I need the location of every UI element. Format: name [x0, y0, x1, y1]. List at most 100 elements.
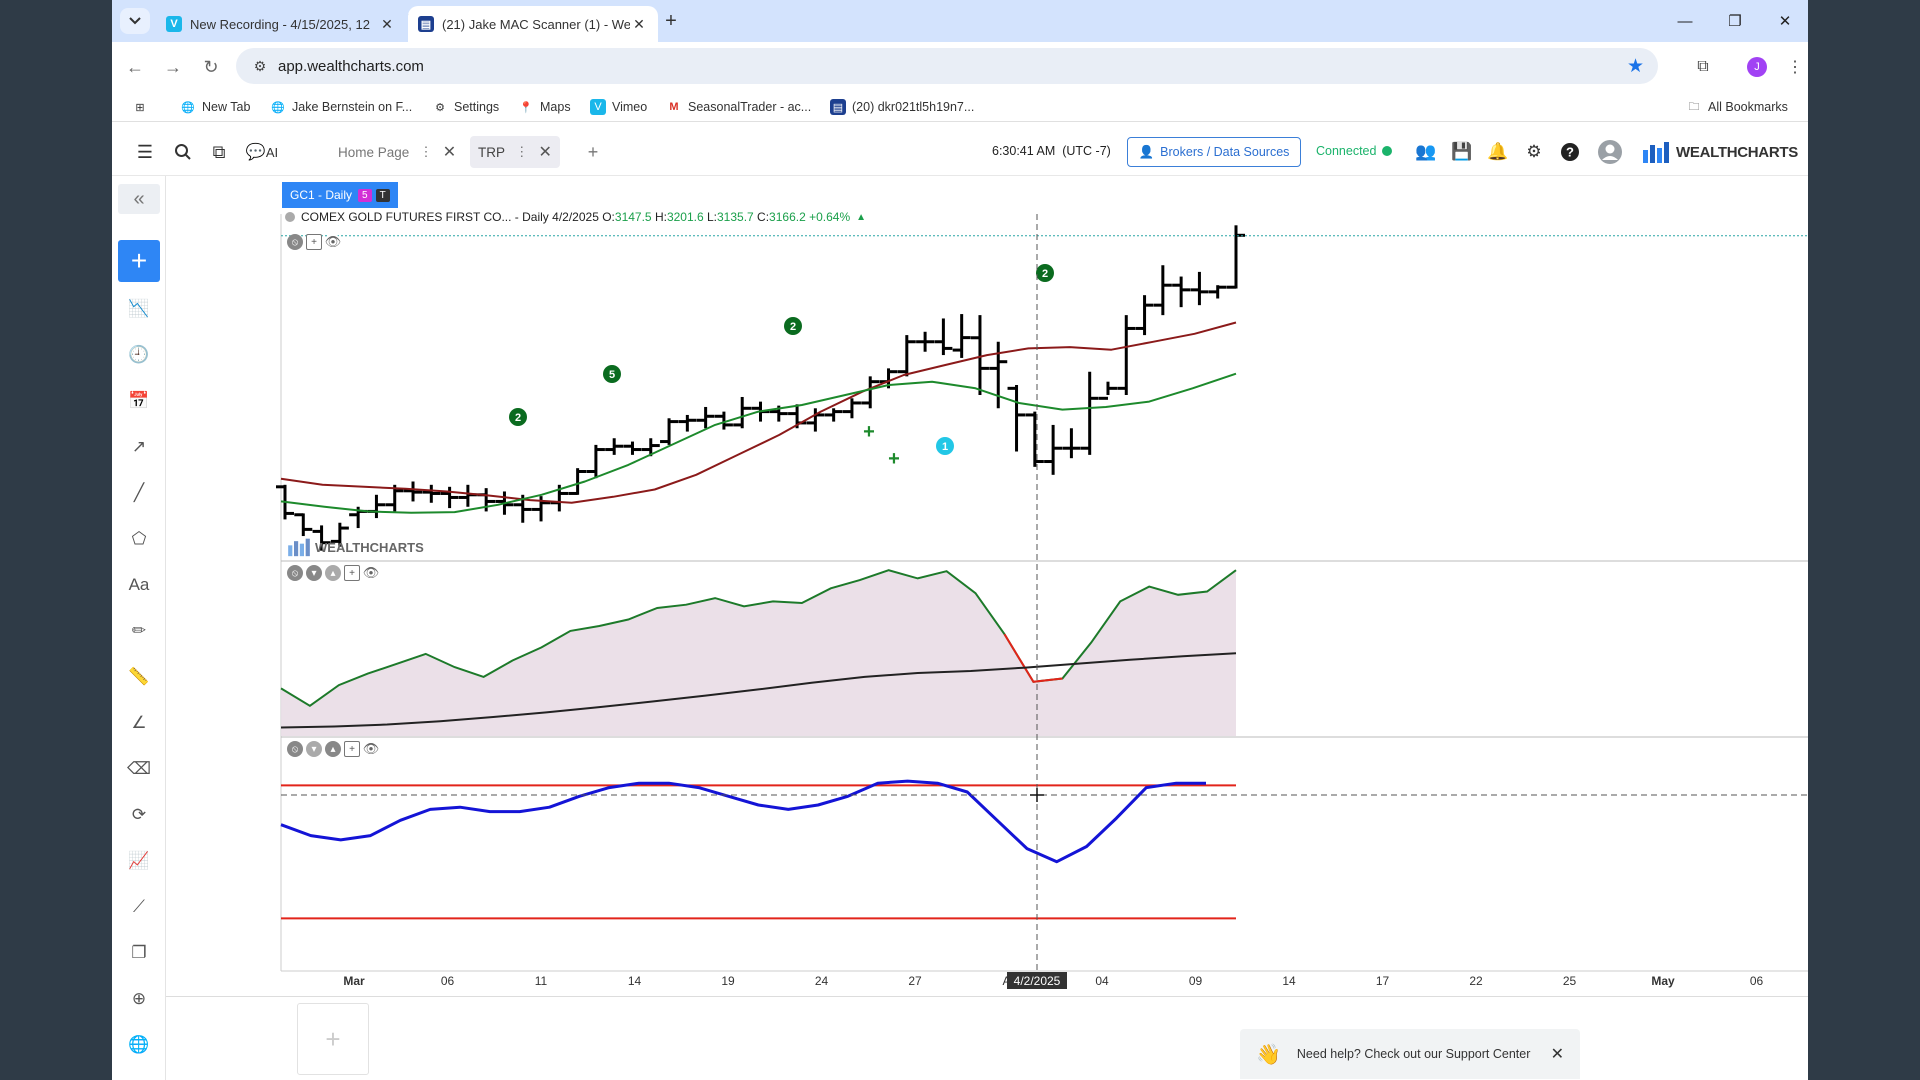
line-tool-icon[interactable]: ╱ — [133, 483, 145, 502]
close-tab-icon[interactable]: ✕ — [442, 144, 457, 161]
text-tool-icon[interactable]: Aa — [128, 575, 150, 594]
move-up-icon[interactable]: ▴ — [325, 741, 341, 757]
angle-tool-icon[interactable]: ∠ — [131, 713, 147, 732]
all-bookmarks-button[interactable]: 🗀 All Bookmarks — [1686, 98, 1788, 116]
bookmark-vimeo[interactable]: V Vimeo — [590, 98, 647, 116]
ai-chat-icon[interactable]: 💬 AI — [245, 144, 279, 161]
add-tab-button[interactable]: + — [587, 141, 599, 162]
add-indicator-icon[interactable]: + — [344, 741, 360, 757]
ohlc-bar — [367, 494, 386, 519]
calendar-icon[interactable]: 📅 — [128, 391, 150, 410]
oscillator-line — [280, 779, 1206, 864]
minimize-button[interactable]: — — [1677, 12, 1693, 30]
move-down-icon[interactable]: ▾ — [306, 565, 322, 581]
symbol-tag[interactable]: GC1 - Daily 5 T — [282, 182, 398, 208]
tab-options-icon[interactable]: ⋮ — [419, 144, 433, 159]
hamburger-menu-icon[interactable]: ☰ — [136, 141, 154, 162]
bookmark-maps[interactable]: 📍 Maps — [519, 100, 571, 114]
brokers-data-sources-button[interactable]: 👤 Brokers / Data Sources — [1127, 137, 1301, 167]
ohlc-legend: COMEX GOLD FUTURES FIRST CO... - Daily 4… — [285, 210, 866, 224]
gear-icon[interactable]: ⚙ — [1526, 142, 1542, 161]
tab-options-icon[interactable]: ⋮ — [515, 144, 529, 159]
extensions-icon[interactable]: ⧉ — [1697, 58, 1709, 75]
eye-icon[interactable]: 👁 — [324, 234, 342, 250]
globe-icon[interactable]: 🌐 — [128, 1035, 150, 1054]
chart-canvas[interactable]: 3300.03250.03200.03150.03100.03050.03000… — [166, 176, 1808, 996]
address-bar[interactable]: ⚙ app.wealthcharts.com ★ — [236, 48, 1658, 84]
x-tick-label: 24 — [815, 974, 829, 988]
ohlc-bar — [440, 486, 459, 509]
settings-icon[interactable]: ⦸ — [287, 741, 303, 757]
settings-icon[interactable]: ⦸ — [287, 565, 303, 581]
help-icon[interactable]: ? — [1558, 141, 1582, 163]
bookmark-dkr[interactable]: ▤ (20) dkr021tl5h19n7... — [830, 98, 974, 116]
move-down-icon[interactable]: ▾ — [306, 741, 322, 757]
add-button[interactable]: + — [118, 240, 160, 282]
close-tab-icon[interactable]: ✕ — [538, 144, 552, 161]
close-window-button[interactable]: ✕ — [1778, 13, 1792, 30]
add-panel-button[interactable]: + — [297, 1003, 369, 1075]
site-info-icon[interactable]: ⚙ — [253, 57, 267, 74]
eye-icon[interactable]: 👁 — [362, 741, 380, 757]
user-avatar-icon[interactable] — [1596, 140, 1624, 164]
layouts-icon[interactable]: ⧉ — [212, 141, 226, 162]
clock-icon[interactable]: 🕘 — [128, 345, 150, 364]
chart-area[interactable]: 3300.03250.03200.03150.03100.03050.03000… — [166, 176, 1808, 996]
tab-wealthcharts-scanner[interactable]: ▤ (21) Jake MAC Scanner (1) - We ✕ — [408, 6, 658, 42]
bookmark-new-tab[interactable]: 🌐 New Tab — [181, 100, 251, 114]
pencil-icon[interactable]: ✏ — [131, 621, 147, 640]
bookmark-seasonaltrader[interactable]: M SeasonalTrader - ac... — [666, 98, 811, 116]
bookmark-star-icon[interactable]: ★ — [1626, 56, 1644, 77]
url-text: app.wealthcharts.com — [278, 57, 424, 75]
node-path-icon[interactable]: ⟋ — [133, 897, 145, 916]
tab-home-page[interactable]: Home Page ⋮ ✕ — [338, 144, 457, 161]
wealthcharts-logo-icon — [1643, 142, 1669, 163]
ohlc-bar — [1227, 225, 1245, 289]
add-indicator-icon[interactable]: + — [344, 565, 360, 581]
shapes-icon[interactable]: ⬠ — [131, 529, 147, 548]
save-icon[interactable]: 💾 — [1451, 142, 1473, 161]
forward-button[interactable]: → — [164, 56, 182, 77]
settings-icon[interactable]: ⦸ — [287, 234, 303, 250]
refresh-icon[interactable]: ⟳ — [131, 805, 147, 824]
profile-avatar[interactable]: J — [1747, 57, 1767, 77]
x-tick-label: 27 — [908, 974, 922, 988]
bookmark-settings[interactable]: ⚙ Settings — [432, 98, 499, 116]
eraser-icon[interactable]: ⌫ — [126, 759, 152, 778]
vimeo-icon: V — [166, 16, 182, 32]
close-tab-icon[interactable]: ✕ — [633, 15, 645, 32]
chevron-down-icon — [129, 17, 141, 25]
bell-icon[interactable]: 🔔 — [1487, 142, 1509, 161]
add-indicator-icon[interactable]: + — [306, 234, 322, 250]
back-button[interactable]: ← — [126, 56, 144, 77]
tab-search-button[interactable] — [120, 8, 150, 34]
eye-icon[interactable]: 👁 — [362, 565, 380, 581]
chart-type-icon[interactable]: 📉 — [128, 299, 150, 318]
reload-button[interactable]: ↻ — [203, 56, 219, 77]
move-up-icon[interactable]: ▴ — [325, 565, 341, 581]
ruler-icon[interactable]: 📏 — [128, 667, 150, 686]
bookmarks-bar: ⊞ 🌐 New Tab 🌐 Jake Bernstein on F... ⚙ S… — [112, 92, 1808, 122]
collapse-sidebar-button[interactable]: « — [118, 184, 160, 214]
crosshair-cursor-icon — [1030, 788, 1044, 803]
tab-vimeo-recording[interactable]: V New Recording - 4/15/2025, 12 ✕ — [156, 6, 406, 42]
apps-grid-icon[interactable]: ⊞ — [135, 101, 145, 114]
menu-kebab-icon[interactable]: ⋮ — [1787, 59, 1803, 76]
new-tab-button[interactable]: + — [665, 9, 677, 32]
line-chart-icon[interactable]: 📈 — [128, 851, 150, 870]
tab-trp[interactable]: TRP ⋮ ✕ — [470, 136, 560, 168]
support-banner: 👋 Need help? Check out our Support Cente… — [1240, 1029, 1580, 1079]
community-icon[interactable]: 👥 — [1415, 142, 1437, 161]
close-tab-icon[interactable]: ✕ — [381, 15, 393, 32]
close-icon[interactable]: ✕ — [1550, 1046, 1564, 1063]
bookmark-jake-bernstein[interactable]: 🌐 Jake Bernstein on F... — [271, 100, 413, 114]
wealthcharts-icon: ▤ — [418, 16, 434, 32]
restore-button[interactable]: ❐ — [1728, 13, 1742, 30]
tab-title: New Recording - 4/15/2025, 12 — [190, 16, 370, 32]
badge-5: 5 — [358, 188, 372, 202]
crosshair-icon[interactable]: ⊕ — [131, 989, 147, 1008]
copy-icon[interactable]: ❐ — [131, 943, 147, 962]
trend-icon[interactable]: ↗ — [131, 437, 147, 456]
search-icon[interactable] — [170, 140, 196, 164]
globe-icon: 🌐 — [271, 101, 285, 114]
